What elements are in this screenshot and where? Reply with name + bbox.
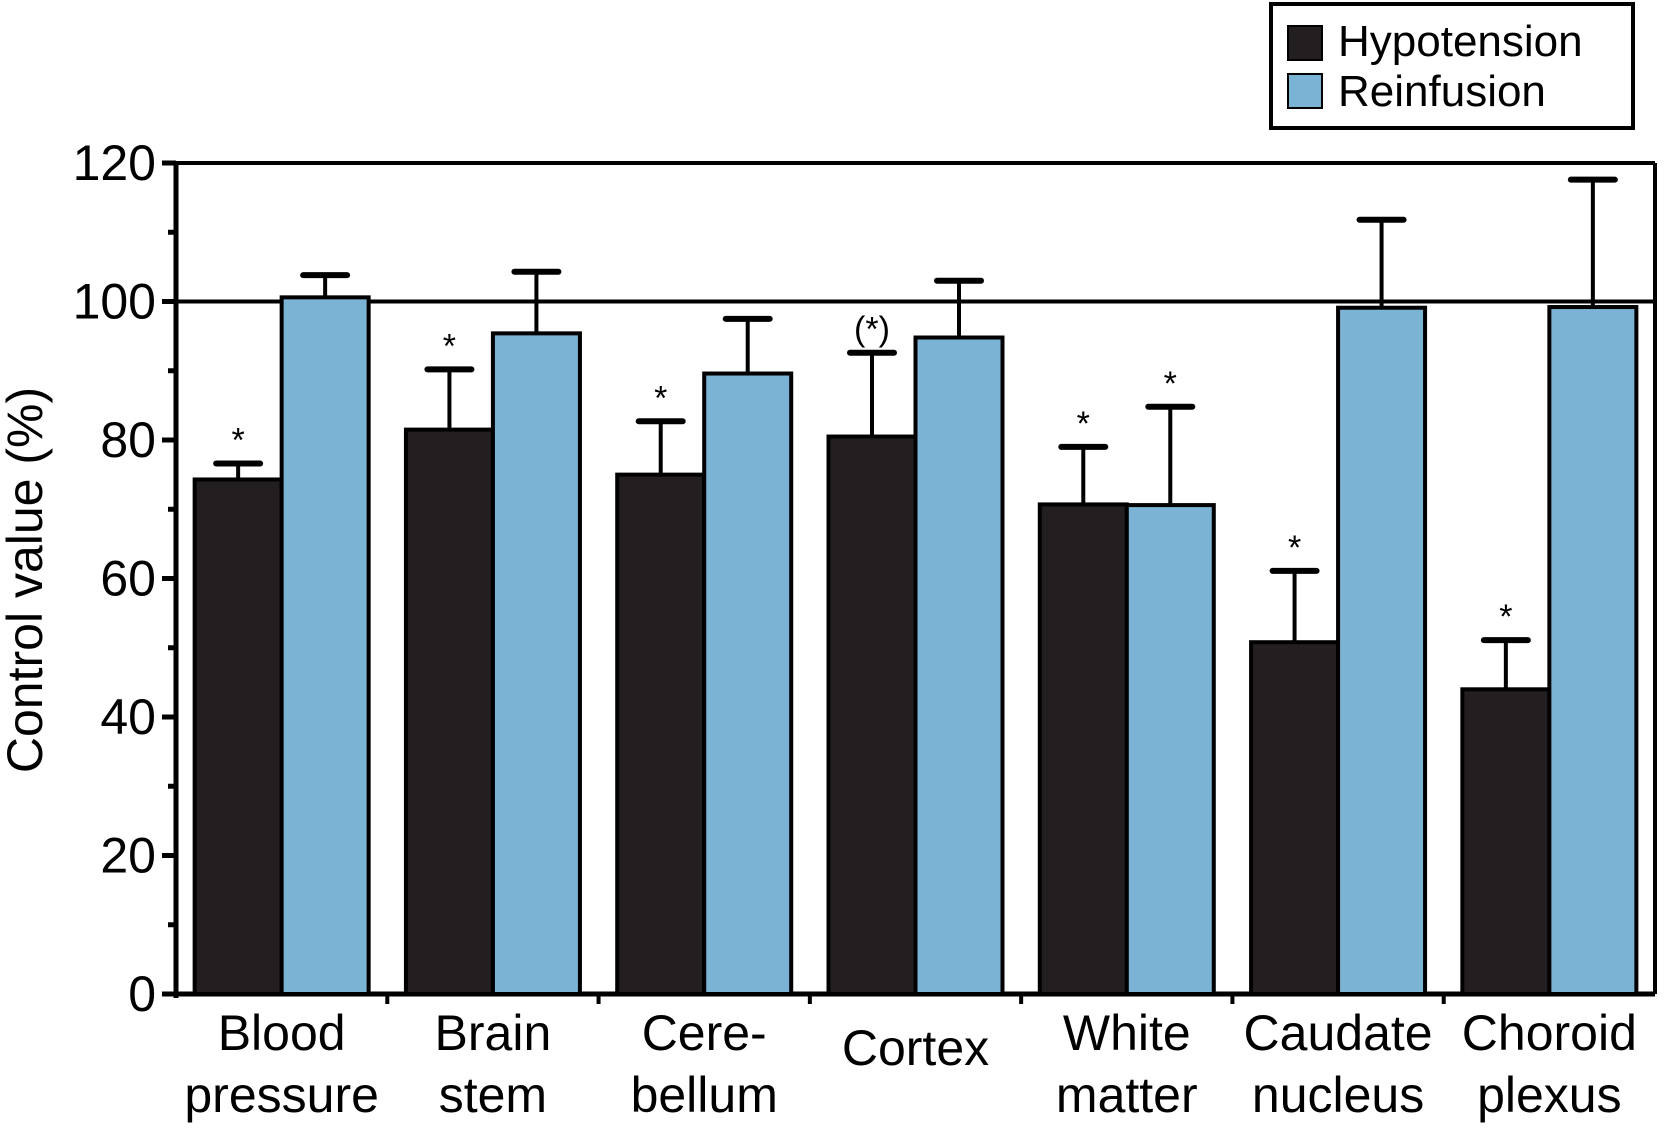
legend-swatch-reinfusion <box>1287 73 1323 109</box>
significance-marker: * <box>1288 529 1301 567</box>
bar-reinfusion <box>1124 503 1216 996</box>
legend-label-reinfusion: Reinfusion <box>1338 67 1546 116</box>
significance-marker: * <box>1164 365 1177 403</box>
significance-marker: (*) <box>854 311 890 349</box>
bar-reinfusion <box>490 331 582 997</box>
significance-marker: * <box>232 422 245 460</box>
x-tick-label: matter <box>1056 1067 1198 1123</box>
legend-box <box>1269 2 1635 130</box>
y-tick-label: 80 <box>100 412 156 468</box>
x-tick-label: Brain <box>435 1005 552 1061</box>
x-tick-label: Blood <box>218 1005 346 1061</box>
y-tick-label: 120 <box>73 135 156 191</box>
legend: Hypotension Reinfusion <box>1269 2 1635 130</box>
bar-hypotension <box>1037 502 1129 996</box>
x-tick-label: stem <box>439 1067 547 1123</box>
x-tick-label: Cere- <box>642 1005 767 1061</box>
y-axis-label: Control value (%) <box>0 387 53 773</box>
y-tick-label: 60 <box>100 551 156 607</box>
bar-reinfusion <box>913 335 1005 996</box>
bar-hypotension <box>615 472 707 996</box>
x-tick-label: Caudate <box>1244 1005 1433 1061</box>
y-tick-label: 0 <box>128 966 156 1022</box>
bar-reinfusion <box>702 371 794 996</box>
bar-reinfusion <box>1336 305 1428 997</box>
x-tick-label: pressure <box>184 1067 379 1123</box>
significance-marker: * <box>1499 598 1512 636</box>
x-tick-label: Choroid <box>1462 1005 1637 1061</box>
legend-label-hypotension: Hypotension <box>1338 17 1583 66</box>
bar-reinfusion <box>279 295 371 997</box>
significance-marker: * <box>443 327 456 365</box>
x-tick-label: White <box>1063 1005 1191 1061</box>
x-tick-label: bellum <box>631 1067 778 1123</box>
bar-hypotension <box>1460 687 1552 996</box>
x-tick-label: plexus <box>1477 1067 1622 1123</box>
bar-reinfusion <box>1547 305 1639 997</box>
x-tick-label: Cortex <box>842 1020 989 1076</box>
significance-marker: * <box>654 379 667 417</box>
bar-hypotension <box>826 434 918 997</box>
y-tick-label: 20 <box>100 828 156 884</box>
y-tick-label: 40 <box>100 689 156 745</box>
bar-hypotension <box>1249 640 1341 997</box>
y-tick-label: 100 <box>73 274 156 330</box>
x-tick-label: nucleus <box>1252 1067 1424 1123</box>
legend-swatch-hypotension <box>1287 25 1323 61</box>
bar-hypotension <box>403 427 495 996</box>
significance-marker: * <box>1077 405 1090 443</box>
bar-hypotension <box>192 477 284 997</box>
